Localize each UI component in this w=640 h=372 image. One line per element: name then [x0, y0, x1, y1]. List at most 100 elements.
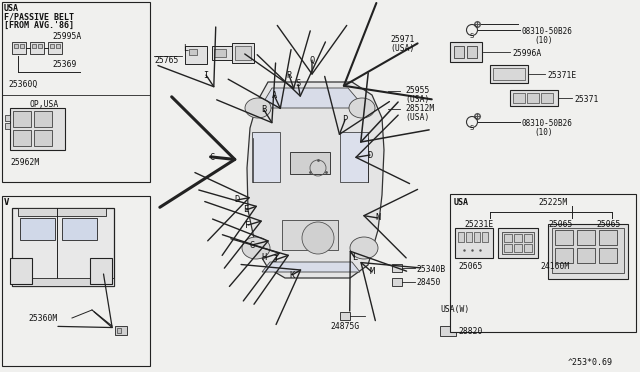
Bar: [504, 244, 512, 252]
Text: 25225M: 25225M: [538, 198, 567, 207]
Bar: [235, 46, 251, 60]
Circle shape: [302, 222, 334, 254]
Bar: [32, 44, 36, 48]
Text: 25065: 25065: [458, 262, 483, 271]
Bar: [38, 44, 42, 48]
Text: USA: USA: [4, 4, 19, 13]
Bar: [2, 2, 150, 182]
Bar: [510, 90, 558, 106]
Bar: [577, 230, 595, 245]
Polygon shape: [262, 262, 360, 272]
Text: [FROM AVG.'86]: [FROM AVG.'86]: [4, 21, 74, 30]
Text: D: D: [234, 196, 239, 205]
Bar: [20, 44, 24, 48]
Bar: [48, 42, 62, 54]
Text: 25231E: 25231E: [464, 220, 493, 229]
Bar: [14, 44, 18, 48]
Text: J: J: [273, 256, 278, 264]
Bar: [12, 42, 26, 54]
Bar: [212, 46, 232, 60]
Bar: [232, 43, 254, 63]
Bar: [30, 42, 44, 54]
Polygon shape: [260, 88, 365, 108]
Text: 25360M: 25360M: [28, 314, 57, 323]
Text: USA: USA: [454, 198, 469, 207]
Bar: [450, 42, 482, 62]
Text: H: H: [261, 253, 267, 263]
Text: 25995A: 25995A: [52, 32, 81, 41]
Bar: [2, 196, 150, 366]
Bar: [577, 248, 595, 263]
Text: F: F: [245, 221, 251, 230]
Ellipse shape: [242, 237, 270, 259]
Text: S: S: [470, 125, 474, 131]
Bar: [392, 278, 402, 286]
Bar: [502, 232, 534, 254]
Bar: [493, 68, 525, 80]
Text: 08310-50B26: 08310-50B26: [522, 27, 573, 36]
Text: 25369: 25369: [52, 60, 76, 69]
Text: S: S: [470, 33, 474, 39]
Bar: [214, 49, 226, 57]
Bar: [10, 108, 65, 150]
Bar: [5, 115, 10, 121]
Text: C: C: [209, 153, 214, 161]
Text: A: A: [271, 90, 276, 99]
Bar: [56, 44, 60, 48]
Text: F/PASSIVE BELT: F/PASSIVE BELT: [4, 12, 74, 21]
Text: (10): (10): [534, 36, 552, 45]
Text: R: R: [286, 71, 292, 80]
Text: 25996A: 25996A: [512, 49, 541, 58]
Text: OP,USA: OP,USA: [30, 100, 60, 109]
Text: E: E: [243, 205, 248, 215]
Text: 08310-50B26: 08310-50B26: [522, 119, 573, 128]
Bar: [514, 244, 522, 252]
Text: L: L: [183, 44, 188, 53]
Bar: [185, 46, 207, 64]
Text: (10): (10): [534, 128, 552, 137]
Text: I: I: [204, 71, 209, 80]
Bar: [18, 208, 106, 216]
Text: 25971: 25971: [390, 35, 414, 44]
Bar: [34, 111, 52, 127]
Text: V: V: [4, 198, 10, 207]
Text: 25371: 25371: [574, 95, 598, 104]
Text: (USA): (USA): [405, 113, 429, 122]
Bar: [541, 93, 553, 103]
Bar: [340, 132, 368, 182]
Ellipse shape: [245, 98, 271, 118]
Text: 25955: 25955: [405, 86, 429, 95]
Bar: [474, 232, 480, 242]
Bar: [10, 258, 32, 284]
Bar: [527, 93, 539, 103]
Text: 25340B: 25340B: [416, 265, 445, 274]
Ellipse shape: [350, 237, 378, 259]
Polygon shape: [247, 82, 384, 278]
Bar: [555, 230, 573, 245]
Bar: [12, 208, 114, 286]
Bar: [524, 244, 532, 252]
Bar: [340, 312, 350, 320]
Bar: [392, 264, 402, 272]
Text: 25962M: 25962M: [10, 158, 39, 167]
Bar: [450, 194, 636, 332]
Text: 25371E: 25371E: [547, 71, 576, 80]
Text: M: M: [369, 267, 374, 276]
Bar: [555, 248, 573, 263]
Bar: [189, 49, 197, 55]
Bar: [13, 111, 31, 127]
Text: 25765: 25765: [154, 56, 179, 65]
Text: S: S: [296, 80, 301, 89]
Text: K: K: [289, 270, 294, 279]
Bar: [252, 132, 280, 182]
Bar: [282, 220, 338, 250]
Text: L: L: [353, 253, 358, 263]
Bar: [524, 234, 532, 242]
Bar: [12, 278, 114, 286]
Bar: [5, 123, 10, 129]
Text: USA(W): USA(W): [440, 305, 469, 314]
Text: G: G: [250, 241, 255, 250]
Bar: [599, 230, 617, 245]
Bar: [552, 228, 624, 273]
Bar: [490, 65, 528, 83]
